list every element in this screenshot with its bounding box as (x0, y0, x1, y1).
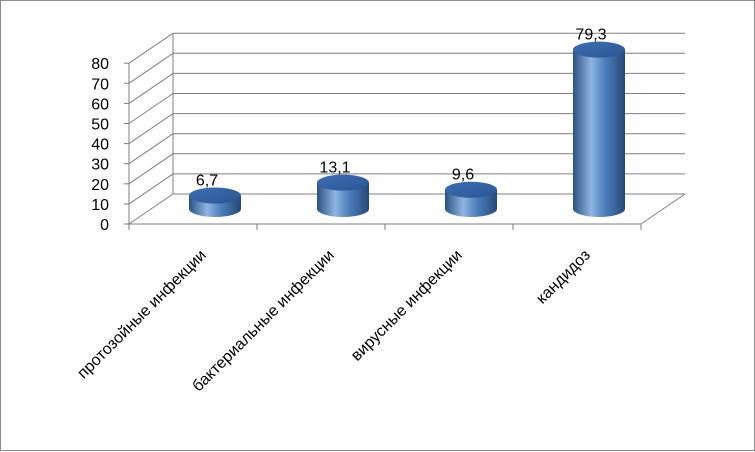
bars-layer (189, 41, 625, 218)
y-tick-label: 70 (91, 76, 109, 93)
gridline-side-60 (128, 72, 174, 104)
category-label-1: бактериальные инфекции (189, 247, 337, 395)
data-label-2: 9,6 (452, 167, 474, 184)
gridline-side-0 (128, 193, 174, 225)
floor-edge-right (640, 193, 686, 225)
y-tick-label: 0 (100, 217, 109, 234)
bar-body (573, 49, 625, 218)
gridline-side-30 (128, 133, 174, 165)
category-label-2: вирусные инфекции (348, 247, 466, 365)
y-tick-label: 40 (91, 137, 109, 154)
y-tick-label: 20 (91, 177, 109, 194)
gridline-side-50 (128, 93, 174, 124)
gridline-side-20 (128, 153, 174, 185)
y-tick-label: 10 (91, 197, 109, 214)
data-label-1: 13,1 (319, 160, 350, 177)
category-label-3: кандидоз (533, 247, 594, 308)
data-label-0: 6,7 (196, 173, 218, 190)
bar-top (317, 174, 369, 191)
bar-top (445, 181, 497, 198)
bar-top (573, 41, 625, 58)
y-tick-label: 50 (91, 117, 109, 134)
data-label-3: 79,3 (575, 27, 606, 44)
bar-body (317, 182, 369, 217)
bar-1 (317, 174, 369, 217)
bar-2 (445, 181, 497, 217)
gridline-side-70 (128, 52, 174, 84)
category-label-0: протозойные инфекции (74, 247, 209, 382)
bar-top (189, 187, 241, 204)
gridline-side-10 (128, 173, 174, 205)
y-tick-label: 80 (91, 56, 109, 73)
axis-layer: 0 10 20 30 40 50 60 70 80 (91, 56, 642, 234)
gridline-side-40 (128, 113, 174, 145)
bar-0 (189, 187, 241, 217)
bar-3 (573, 41, 625, 218)
gridline-side-80 (128, 32, 174, 64)
y-tick-label: 60 (91, 96, 109, 113)
y-tick-label: 30 (91, 157, 109, 174)
